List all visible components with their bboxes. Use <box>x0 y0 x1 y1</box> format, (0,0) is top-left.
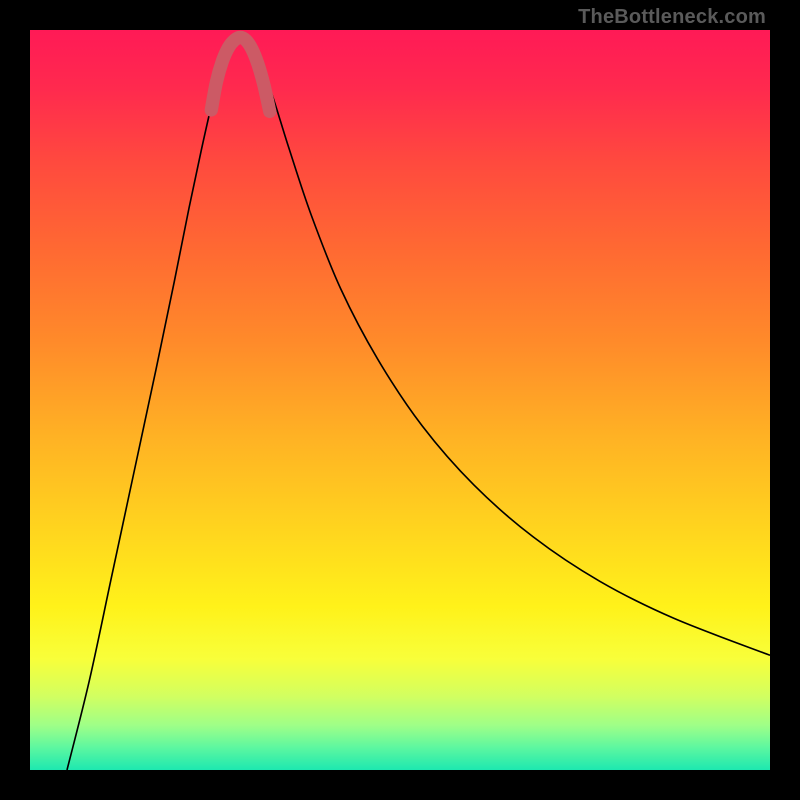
bottleneck-curve <box>67 36 770 770</box>
chart-frame <box>30 30 770 770</box>
watermark-text: TheBottleneck.com <box>578 6 766 29</box>
chart-plot <box>30 30 770 770</box>
optimal-range-marker <box>211 37 269 111</box>
